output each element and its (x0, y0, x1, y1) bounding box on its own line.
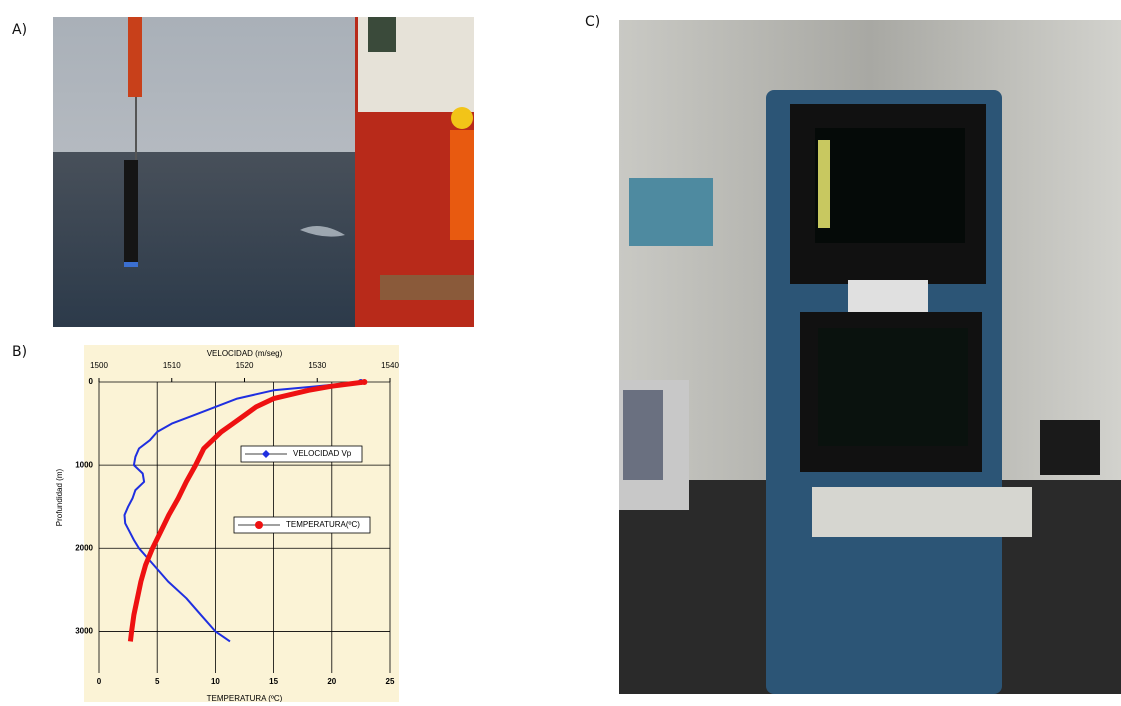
x-tick-label: 20 (327, 677, 336, 686)
y-tick-label: 1000 (75, 460, 93, 469)
x2-tick-label: 1520 (236, 361, 254, 370)
panel-label: C) (585, 14, 600, 30)
axis-title: VELOCIDAD (m/seg) (207, 349, 283, 358)
y-tick-label: 0 (89, 377, 94, 386)
panel-label: A) (12, 22, 27, 38)
y-tick-label: 3000 (75, 627, 93, 636)
x2-tick-label: 1500 (90, 361, 108, 370)
x-tick-label: 0 (97, 677, 102, 686)
axis-title: Profundidad (m) (55, 468, 64, 526)
y-tick-label: 2000 (75, 543, 93, 552)
x2-tick-label: 1540 (381, 361, 399, 370)
photo-c (619, 20, 1121, 694)
legend-label: TEMPERATURA(ºC) (286, 520, 360, 529)
x-tick-label: 5 (155, 677, 160, 686)
legend-marker (255, 521, 263, 529)
x-tick-label: 15 (269, 677, 278, 686)
x-tick-label: 25 (386, 677, 395, 686)
x-tick-label: 10 (211, 677, 220, 686)
panel-label: B) (12, 344, 27, 360)
x2-tick-label: 1530 (308, 361, 326, 370)
figure: A) B) C) 010002000300005101520251500 (0, 0, 1121, 702)
photo-a (53, 17, 474, 327)
axis-title: TEMPERATURA (ºC) (207, 694, 283, 702)
legend-label: VELOCIDAD Vp (293, 449, 352, 458)
x2-tick-label: 1510 (163, 361, 181, 370)
marker (361, 379, 367, 385)
